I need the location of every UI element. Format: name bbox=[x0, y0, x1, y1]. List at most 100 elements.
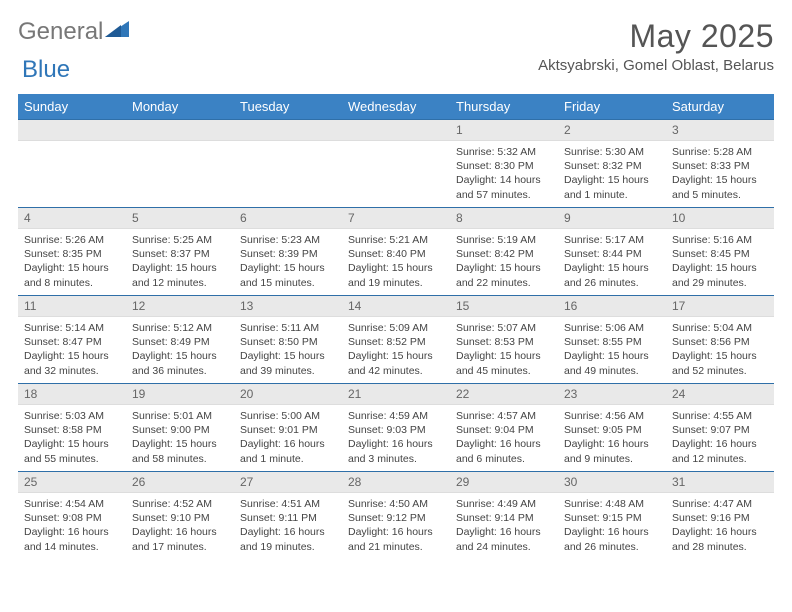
calendar-day-cell: 9Sunrise: 5:17 AMSunset: 8:44 PMDaylight… bbox=[558, 208, 666, 296]
day-details: Sunrise: 5:17 AMSunset: 8:44 PMDaylight:… bbox=[558, 229, 666, 292]
calendar-week-row: 11Sunrise: 5:14 AMSunset: 8:47 PMDayligh… bbox=[18, 296, 774, 384]
day-number: 4 bbox=[18, 208, 126, 229]
calendar-week-row: 1Sunrise: 5:32 AMSunset: 8:30 PMDaylight… bbox=[18, 120, 774, 208]
day-details: Sunrise: 5:01 AMSunset: 9:00 PMDaylight:… bbox=[126, 405, 234, 468]
day-details: Sunrise: 5:07 AMSunset: 8:53 PMDaylight:… bbox=[450, 317, 558, 380]
calendar-day-cell: 13Sunrise: 5:11 AMSunset: 8:50 PMDayligh… bbox=[234, 296, 342, 384]
day-details: Sunrise: 4:49 AMSunset: 9:14 PMDaylight:… bbox=[450, 493, 558, 556]
day-details: Sunrise: 5:21 AMSunset: 8:40 PMDaylight:… bbox=[342, 229, 450, 292]
day-details: Sunrise: 5:28 AMSunset: 8:33 PMDaylight:… bbox=[666, 141, 774, 204]
day-details: Sunrise: 4:56 AMSunset: 9:05 PMDaylight:… bbox=[558, 405, 666, 468]
day-details: Sunrise: 5:12 AMSunset: 8:49 PMDaylight:… bbox=[126, 317, 234, 380]
calendar-day-cell: 29Sunrise: 4:49 AMSunset: 9:14 PMDayligh… bbox=[450, 472, 558, 560]
calendar-page: General May 2025 Aktsyabrski, Gomel Obla… bbox=[0, 0, 792, 570]
day-number: 30 bbox=[558, 472, 666, 493]
calendar-day-cell: 27Sunrise: 4:51 AMSunset: 9:11 PMDayligh… bbox=[234, 472, 342, 560]
day-number: 26 bbox=[126, 472, 234, 493]
day-number: 25 bbox=[18, 472, 126, 493]
day-number bbox=[342, 120, 450, 141]
day-details: Sunrise: 5:32 AMSunset: 8:30 PMDaylight:… bbox=[450, 141, 558, 204]
calendar-day-cell: 22Sunrise: 4:57 AMSunset: 9:04 PMDayligh… bbox=[450, 384, 558, 472]
calendar-day-cell: 7Sunrise: 5:21 AMSunset: 8:40 PMDaylight… bbox=[342, 208, 450, 296]
calendar-header-row: SundayMondayTuesdayWednesdayThursdayFrid… bbox=[18, 94, 774, 120]
day-number: 3 bbox=[666, 120, 774, 141]
calendar-day-cell: 4Sunrise: 5:26 AMSunset: 8:35 PMDaylight… bbox=[18, 208, 126, 296]
calendar-day-cell bbox=[342, 120, 450, 208]
calendar-day-cell: 11Sunrise: 5:14 AMSunset: 8:47 PMDayligh… bbox=[18, 296, 126, 384]
day-details: Sunrise: 4:52 AMSunset: 9:10 PMDaylight:… bbox=[126, 493, 234, 556]
day-details: Sunrise: 5:11 AMSunset: 8:50 PMDaylight:… bbox=[234, 317, 342, 380]
logo-text-blue: Blue bbox=[22, 56, 70, 83]
day-number: 14 bbox=[342, 296, 450, 317]
day-number: 17 bbox=[666, 296, 774, 317]
day-details bbox=[126, 141, 234, 147]
calendar-day-cell: 1Sunrise: 5:32 AMSunset: 8:30 PMDaylight… bbox=[450, 120, 558, 208]
day-number: 18 bbox=[18, 384, 126, 405]
day-details: Sunrise: 5:14 AMSunset: 8:47 PMDaylight:… bbox=[18, 317, 126, 380]
calendar-day-cell: 17Sunrise: 5:04 AMSunset: 8:56 PMDayligh… bbox=[666, 296, 774, 384]
day-number: 8 bbox=[450, 208, 558, 229]
calendar-day-cell: 16Sunrise: 5:06 AMSunset: 8:55 PMDayligh… bbox=[558, 296, 666, 384]
day-number: 28 bbox=[342, 472, 450, 493]
month-title: May 2025 bbox=[538, 18, 774, 55]
day-details bbox=[18, 141, 126, 147]
day-number: 15 bbox=[450, 296, 558, 317]
calendar-day-cell: 3Sunrise: 5:28 AMSunset: 8:33 PMDaylight… bbox=[666, 120, 774, 208]
day-details: Sunrise: 5:23 AMSunset: 8:39 PMDaylight:… bbox=[234, 229, 342, 292]
weekday-header: Saturday bbox=[666, 94, 774, 120]
day-number: 20 bbox=[234, 384, 342, 405]
calendar-week-row: 4Sunrise: 5:26 AMSunset: 8:35 PMDaylight… bbox=[18, 208, 774, 296]
day-details: Sunrise: 4:55 AMSunset: 9:07 PMDaylight:… bbox=[666, 405, 774, 468]
location-subtitle: Aktsyabrski, Gomel Oblast, Belarus bbox=[538, 57, 774, 74]
day-number: 9 bbox=[558, 208, 666, 229]
day-number: 11 bbox=[18, 296, 126, 317]
day-number: 19 bbox=[126, 384, 234, 405]
calendar-day-cell: 6Sunrise: 5:23 AMSunset: 8:39 PMDaylight… bbox=[234, 208, 342, 296]
calendar-day-cell: 30Sunrise: 4:48 AMSunset: 9:15 PMDayligh… bbox=[558, 472, 666, 560]
day-number: 10 bbox=[666, 208, 774, 229]
weekday-header: Thursday bbox=[450, 94, 558, 120]
calendar-day-cell bbox=[126, 120, 234, 208]
calendar-day-cell: 23Sunrise: 4:56 AMSunset: 9:05 PMDayligh… bbox=[558, 384, 666, 472]
day-number bbox=[126, 120, 234, 141]
day-number: 23 bbox=[558, 384, 666, 405]
weekday-header: Wednesday bbox=[342, 94, 450, 120]
weekday-header: Monday bbox=[126, 94, 234, 120]
day-details: Sunrise: 4:48 AMSunset: 9:15 PMDaylight:… bbox=[558, 493, 666, 556]
day-details: Sunrise: 4:47 AMSunset: 9:16 PMDaylight:… bbox=[666, 493, 774, 556]
day-number: 22 bbox=[450, 384, 558, 405]
day-details: Sunrise: 4:59 AMSunset: 9:03 PMDaylight:… bbox=[342, 405, 450, 468]
day-number: 12 bbox=[126, 296, 234, 317]
calendar-day-cell: 24Sunrise: 4:55 AMSunset: 9:07 PMDayligh… bbox=[666, 384, 774, 472]
calendar-day-cell: 20Sunrise: 5:00 AMSunset: 9:01 PMDayligh… bbox=[234, 384, 342, 472]
calendar-day-cell: 8Sunrise: 5:19 AMSunset: 8:42 PMDaylight… bbox=[450, 208, 558, 296]
day-number: 1 bbox=[450, 120, 558, 141]
day-details: Sunrise: 5:00 AMSunset: 9:01 PMDaylight:… bbox=[234, 405, 342, 468]
calendar-day-cell: 2Sunrise: 5:30 AMSunset: 8:32 PMDaylight… bbox=[558, 120, 666, 208]
calendar-day-cell: 14Sunrise: 5:09 AMSunset: 8:52 PMDayligh… bbox=[342, 296, 450, 384]
day-number: 2 bbox=[558, 120, 666, 141]
calendar-day-cell: 21Sunrise: 4:59 AMSunset: 9:03 PMDayligh… bbox=[342, 384, 450, 472]
day-details: Sunrise: 5:30 AMSunset: 8:32 PMDaylight:… bbox=[558, 141, 666, 204]
calendar-day-cell: 25Sunrise: 4:54 AMSunset: 9:08 PMDayligh… bbox=[18, 472, 126, 560]
logo-text-general: General bbox=[18, 18, 103, 46]
day-details: Sunrise: 5:26 AMSunset: 8:35 PMDaylight:… bbox=[18, 229, 126, 292]
day-number: 7 bbox=[342, 208, 450, 229]
weekday-header: Sunday bbox=[18, 94, 126, 120]
day-details: Sunrise: 4:50 AMSunset: 9:12 PMDaylight:… bbox=[342, 493, 450, 556]
calendar-table: SundayMondayTuesdayWednesdayThursdayFrid… bbox=[18, 94, 774, 560]
day-number: 5 bbox=[126, 208, 234, 229]
day-details: Sunrise: 5:25 AMSunset: 8:37 PMDaylight:… bbox=[126, 229, 234, 292]
calendar-day-cell: 10Sunrise: 5:16 AMSunset: 8:45 PMDayligh… bbox=[666, 208, 774, 296]
day-number: 13 bbox=[234, 296, 342, 317]
weekday-header: Friday bbox=[558, 94, 666, 120]
day-number: 29 bbox=[450, 472, 558, 493]
calendar-week-row: 25Sunrise: 4:54 AMSunset: 9:08 PMDayligh… bbox=[18, 472, 774, 560]
triangle-icon bbox=[105, 18, 129, 46]
day-number bbox=[18, 120, 126, 141]
day-details: Sunrise: 5:16 AMSunset: 8:45 PMDaylight:… bbox=[666, 229, 774, 292]
day-details bbox=[234, 141, 342, 147]
calendar-day-cell: 12Sunrise: 5:12 AMSunset: 8:49 PMDayligh… bbox=[126, 296, 234, 384]
day-details: Sunrise: 5:04 AMSunset: 8:56 PMDaylight:… bbox=[666, 317, 774, 380]
day-number bbox=[234, 120, 342, 141]
